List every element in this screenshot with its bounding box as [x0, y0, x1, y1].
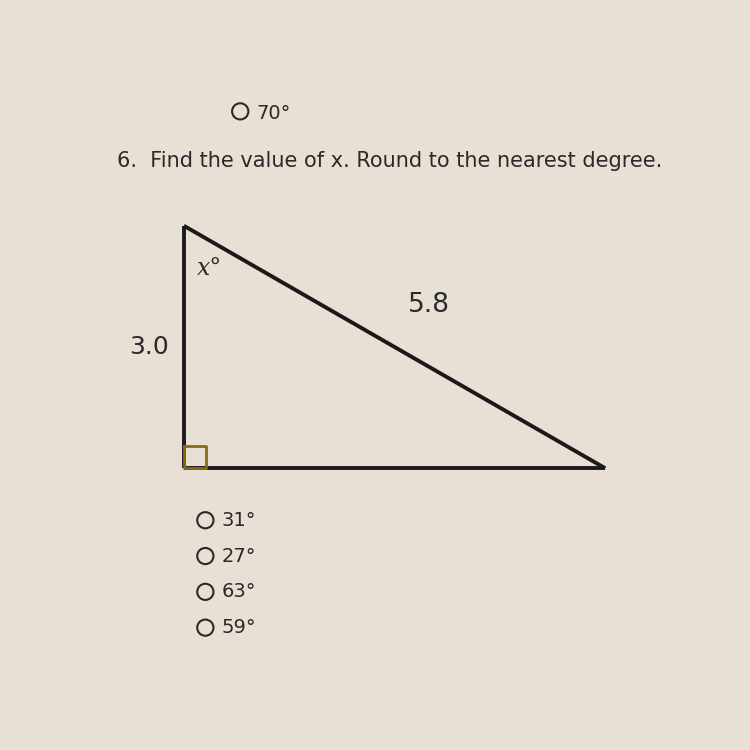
Text: 5.8: 5.8 — [409, 292, 451, 318]
Text: 59°: 59° — [222, 618, 256, 638]
Text: 27°: 27° — [222, 547, 256, 566]
Text: 31°: 31° — [222, 511, 256, 530]
Text: x°: x° — [196, 257, 222, 280]
Text: 6.  Find the value of x. Round to the nearest degree.: 6. Find the value of x. Round to the nea… — [117, 151, 662, 171]
Text: 63°: 63° — [222, 582, 256, 602]
Text: 3.0: 3.0 — [130, 335, 170, 359]
Text: 70°: 70° — [256, 104, 291, 124]
